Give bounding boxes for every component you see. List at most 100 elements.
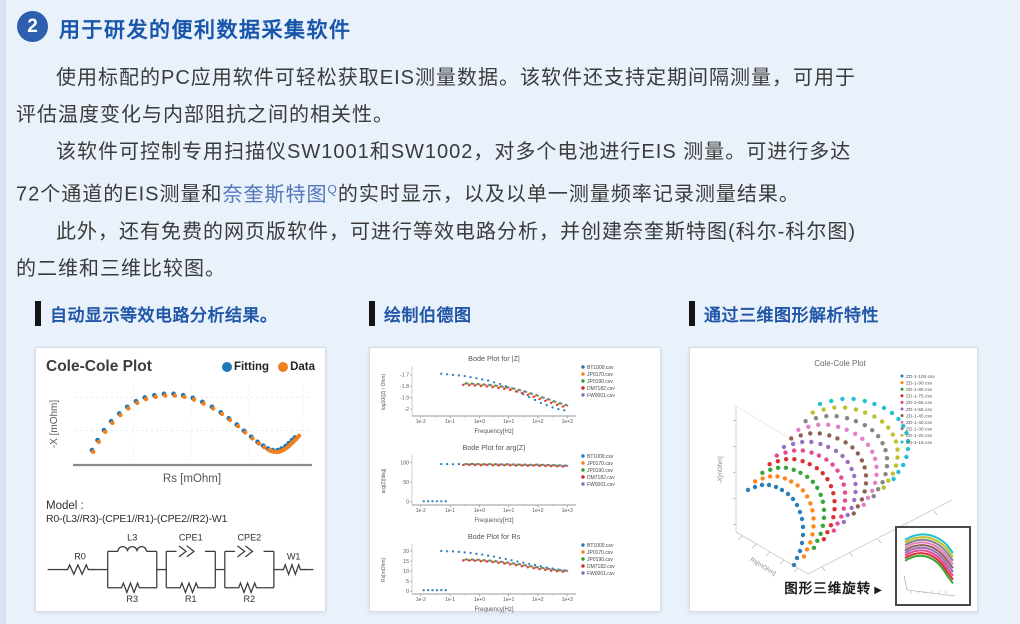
svg-text:ZD-1-75.csv: ZD-1-75.csv [906,394,933,400]
svg-text:-X [mOhm]: -X [mOhm] [49,400,60,449]
svg-text:ZD-1-30.csv: ZD-1-30.csv [906,427,933,433]
svg-text:ZD-1-20.csv: ZD-1-20.csv [906,433,933,439]
svg-text:arg(Z)[deg]: arg(Z)[deg] [381,468,387,493]
fitting-legend-label: Fitting [233,361,270,373]
header-bar-icon [35,301,41,326]
svg-text:Rs[mOhm]: Rs[mOhm] [381,557,387,582]
svg-text:1e-2: 1e-2 [416,419,426,425]
svg-text:Rs [mOhm]: Rs [mOhm] [163,473,221,485]
svg-text:JP0170.csv: JP0170.csv [587,550,613,556]
panel-title: 自动显示等效电路分析结果。 [50,306,278,325]
svg-text:Frequency[Hz]: Frequency[Hz] [474,518,513,524]
glossary-q-icon: Q [327,182,338,196]
svg-text:15: 15 [403,559,409,565]
svg-text:-2: -2 [404,407,409,413]
header-bar-icon [369,301,375,326]
svg-text:ZD-1-45.csv: ZD-1-45.csv [906,413,933,419]
svg-text:1e+2: 1e+2 [532,419,543,425]
svg-text:R1: R1 [185,594,197,604]
cole-cole-chart: -X [mOhm] Rs [mOhm] [49,384,312,485]
svg-text:5: 5 [406,579,409,585]
svg-text:1e+0: 1e+0 [474,597,485,603]
rotated-view-inset [895,526,971,606]
svg-text:R2: R2 [244,594,256,604]
rotate-3d-note[interactable]: 图形三维旋转 ▶ [784,577,883,597]
cole-plot-title: Cole-Cole Plot [46,358,152,375]
svg-text:ZD-1-90.csv: ZD-1-90.csv [906,380,933,386]
svg-text:BT1000.csv: BT1000.csv [587,454,614,460]
data-legend-dot [278,362,289,372]
body-text: 使用标配的PC应用软件可轻松获取EIS测量数据。该软件还支持定期间隔测量，可用于… [16,60,1001,288]
three-d-chart: Cole-Cole PlotRs[mOhm]ArrCh_Data-X[mOhm]… [718,359,953,577]
play-arrow-icon: ▶ [874,585,883,596]
svg-text:JP0190.csv: JP0190.csv [587,379,613,385]
svg-text:Cole-Cole Plot: Cole-Cole Plot [814,359,866,368]
paragraph-2-pre: 该软件可控制专用扫描仪SW1001和SW1002，对多个电池进行EIS 测量。可… [16,141,852,206]
svg-text:Bode Plot for arg(Z): Bode Plot for arg(Z) [462,443,525,452]
model-label: Model : [46,500,84,512]
bode-charts: Bode Plot for |Z| -1.7 -1.8 -1.9 -2 1e-2 1e-1 1… [376,352,654,619]
bode-chart: Bode Plot for |Z| -1.7 -1.8 -1.9 -2 1e-2 1e-1 1… [381,354,615,435]
svg-text:1e-2: 1e-2 [416,597,426,603]
svg-text:W1: W1 [287,551,301,561]
svg-text:DM7182.csv: DM7182.csv [587,564,615,570]
svg-text:100: 100 [400,460,409,466]
svg-text:1e-1: 1e-1 [445,419,455,425]
panel-header-bode: 绘制伯德图 [369,301,472,326]
svg-text:1e+0: 1e+0 [474,508,485,514]
svg-text:ZD-1-80.csv: ZD-1-80.csv [906,387,933,393]
svg-text:Bode Plot for |Z|: Bode Plot for |Z| [468,354,520,363]
svg-text:1e+0: 1e+0 [474,419,485,425]
section-number-badge: 2 [17,11,48,42]
svg-text:1e-1: 1e-1 [445,508,455,514]
section-title: 用于研发的便利数据采集软件 [59,19,352,42]
panel-title: 绘制伯德图 [384,306,472,325]
svg-text:JP0170.csv: JP0170.csv [587,372,613,378]
svg-text:Bode Plot for Rs: Bode Plot for Rs [468,532,521,541]
panel-header-3d: 通过三维图形解析特性 [689,301,879,326]
svg-text:R0: R0 [74,551,86,561]
svg-text:CPE1: CPE1 [179,532,203,542]
svg-text:1e+1: 1e+1 [503,508,514,514]
rotate-3d-label: 图形三维旋转 [784,581,872,596]
svg-text:log10(|Z| / Ohm): log10(|Z| / Ohm) [381,374,387,411]
svg-text:FW0001.csv: FW0001.csv [587,393,615,399]
cole-cole-card: Cole-Cole Plot Fitting Data -X [mOhm] Rs … [35,347,326,612]
svg-text:ZD-1-15.csv: ZD-1-15.csv [906,440,933,446]
svg-text:Frequency[Hz]: Frequency[Hz] [474,607,513,613]
svg-text:JP0190.csv: JP0190.csv [587,557,613,563]
svg-text:FW0001.csv: FW0001.csv [587,482,615,488]
svg-text:1e+1: 1e+1 [503,597,514,603]
three-d-card: Cole-Cole PlotRs[mOhm]ArrCh_Data-X[mOhm]… [689,347,978,612]
paragraph-2: 该软件可控制专用扫描仪SW1001和SW1002，对多个电池进行EIS 测量。可… [16,134,1001,214]
panel-title: 通过三维图形解析特性 [704,306,879,325]
svg-text:1e+2: 1e+2 [532,508,543,514]
equivalent-circuit-diagram: R0 L3 R3 CPE1 R1 CPE2 R2 W1 [47,532,314,604]
nyquist-glossary-link[interactable]: 奈奎斯特图Q [222,182,338,206]
header-bar-icon [689,301,695,326]
svg-text:JP0190.csv: JP0190.csv [587,468,613,474]
svg-text:0: 0 [406,500,409,506]
svg-text:50: 50 [403,480,409,486]
svg-text:1e+1: 1e+1 [503,419,514,425]
svg-text:1e+3: 1e+3 [562,597,573,603]
svg-text:ZD-1-65.csv: ZD-1-65.csv [906,400,933,406]
svg-text:-1.9: -1.9 [400,396,409,402]
svg-text:BT1000.csv: BT1000.csv [587,365,614,371]
svg-text:FW0001.csv: FW0001.csv [587,571,615,577]
model-formula: R0-(L3//R3)-(CPE1//R1)-(CPE2//R2)-W1 [46,513,228,525]
model-block: Model : R0-(L3//R3)-(CPE1//R1)-(CPE2//R2… [46,500,315,526]
svg-text:Rs[mOhm]: Rs[mOhm] [749,557,777,577]
svg-text:Frequency[Hz]: Frequency[Hz] [474,429,513,435]
svg-text:L3: L3 [127,532,137,542]
svg-text:20: 20 [403,549,409,555]
panel-header-circuit-analysis: 自动显示等效电路分析结果。 [35,301,278,326]
rotated-view-thumbnail [903,533,956,597]
bode-chart: Bode Plot for arg(Z) 100 50 0 1e-2 1e-1 1e+0 1e… [381,443,615,524]
svg-text:JP0170.csv: JP0170.csv [587,461,613,467]
paragraph-2-post: 的实时显示，以及以单一测量频率记录测量结果。 [337,183,800,206]
svg-text:1e+3: 1e+3 [562,508,573,514]
svg-text:1e+3: 1e+3 [562,419,573,425]
svg-text:DM7182.csv: DM7182.csv [587,475,615,481]
